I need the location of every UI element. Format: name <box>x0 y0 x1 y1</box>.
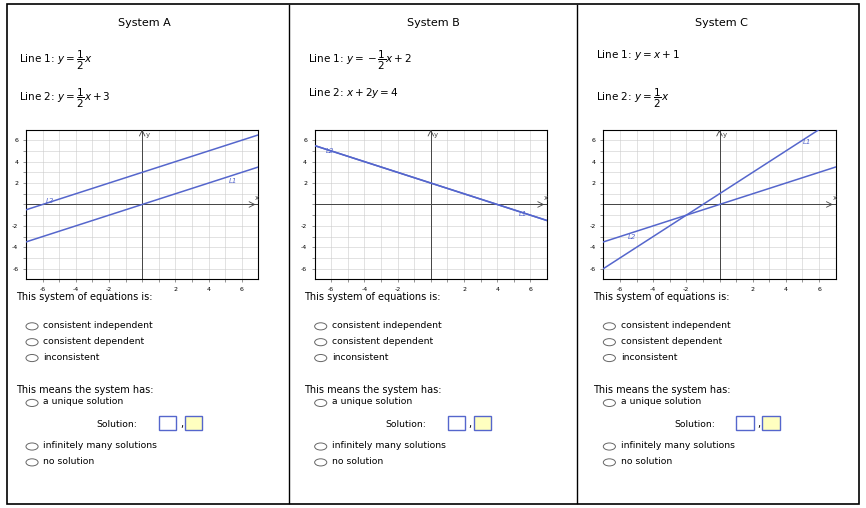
Text: x: x <box>832 195 837 201</box>
Text: no solution: no solution <box>621 457 672 466</box>
Text: L2: L2 <box>326 148 334 154</box>
Text: x: x <box>255 195 259 201</box>
Text: ,: , <box>469 419 472 429</box>
Text: Line 2: $x+2y=4$: Line 2: $x+2y=4$ <box>307 86 398 101</box>
Text: This means the system has:: This means the system has: <box>304 385 442 395</box>
Text: ,: , <box>757 419 760 429</box>
Text: y: y <box>145 132 150 138</box>
Text: y: y <box>434 132 438 138</box>
Text: consistent independent: consistent independent <box>621 321 730 330</box>
Text: L1: L1 <box>519 211 527 217</box>
Text: L1: L1 <box>229 178 237 184</box>
Text: a unique solution: a unique solution <box>621 397 701 406</box>
Text: L1: L1 <box>803 139 811 145</box>
Text: This means the system has:: This means the system has: <box>593 385 730 395</box>
Text: L2: L2 <box>46 198 55 204</box>
Text: inconsistent: inconsistent <box>621 353 677 362</box>
Text: no solution: no solution <box>332 457 384 466</box>
Text: a unique solution: a unique solution <box>43 397 124 406</box>
Text: System A: System A <box>118 18 171 28</box>
Text: Line 1: $y=x+1$: Line 1: $y=x+1$ <box>597 48 680 62</box>
Text: consistent independent: consistent independent <box>332 321 442 330</box>
Text: This system of equations is:: This system of equations is: <box>16 292 152 302</box>
Text: infinitely many solutions: infinitely many solutions <box>621 441 734 450</box>
Text: infinitely many solutions: infinitely many solutions <box>43 441 158 450</box>
Text: This system of equations is:: This system of equations is: <box>593 292 729 302</box>
Text: consistent independent: consistent independent <box>43 321 153 330</box>
Text: y: y <box>723 132 727 138</box>
Text: x: x <box>544 195 548 201</box>
Text: consistent dependent: consistent dependent <box>621 337 721 345</box>
Text: inconsistent: inconsistent <box>43 353 100 362</box>
Text: Line 1: $y=-\dfrac{1}{2}x+2$: Line 1: $y=-\dfrac{1}{2}x+2$ <box>307 48 412 72</box>
Text: This system of equations is:: This system of equations is: <box>304 292 441 302</box>
Text: a unique solution: a unique solution <box>332 397 412 406</box>
Text: no solution: no solution <box>43 457 94 466</box>
Text: inconsistent: inconsistent <box>332 353 388 362</box>
Text: Line 2: $y=\dfrac{1}{2}x$: Line 2: $y=\dfrac{1}{2}x$ <box>597 86 669 110</box>
Text: System B: System B <box>407 18 459 28</box>
Text: System C: System C <box>695 18 748 28</box>
Text: This means the system has:: This means the system has: <box>16 385 153 395</box>
Text: Line 1: $y=\dfrac{1}{2}x$: Line 1: $y=\dfrac{1}{2}x$ <box>19 48 93 72</box>
Text: Solution:: Solution: <box>674 420 715 429</box>
Text: infinitely many solutions: infinitely many solutions <box>332 441 446 450</box>
Text: Line 2: $y=\dfrac{1}{2}x+3$: Line 2: $y=\dfrac{1}{2}x+3$ <box>19 86 111 110</box>
Text: consistent dependent: consistent dependent <box>43 337 145 345</box>
Text: consistent dependent: consistent dependent <box>332 337 433 345</box>
Text: ,: , <box>180 419 183 429</box>
Text: L2: L2 <box>628 234 637 240</box>
Text: Solution:: Solution: <box>97 420 138 429</box>
Text: Solution:: Solution: <box>385 420 426 429</box>
